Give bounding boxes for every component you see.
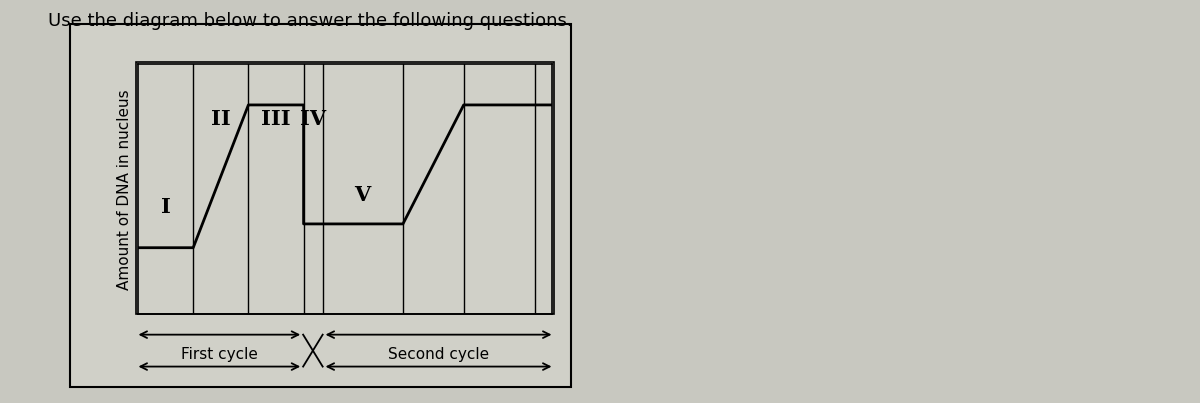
Text: Second cycle: Second cycle [388, 347, 490, 362]
Text: I: I [161, 197, 170, 217]
Text: V: V [354, 185, 371, 206]
Text: IV: IV [300, 109, 326, 129]
Text: II: II [211, 109, 230, 129]
Text: Use the diagram below to answer the following questions.: Use the diagram below to answer the foll… [48, 12, 572, 30]
Text: First cycle: First cycle [181, 347, 258, 362]
Text: III: III [262, 109, 290, 129]
Y-axis label: Amount of DNA in nucleus: Amount of DNA in nucleus [118, 89, 132, 290]
